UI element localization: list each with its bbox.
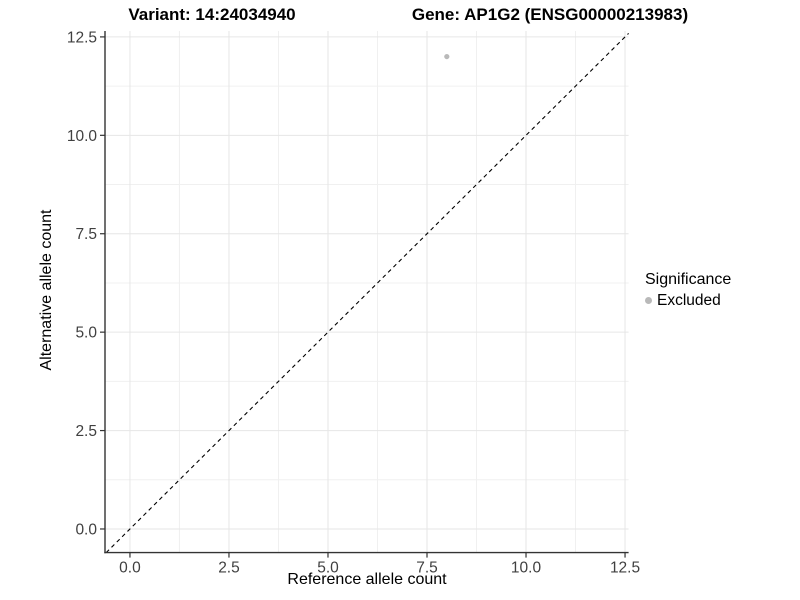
- y-axis-title: Alternative allele count: [38, 209, 55, 371]
- x-tick-label: 0.0: [119, 560, 141, 577]
- legend-item-label: Excluded: [657, 292, 721, 309]
- legend-item-excluded: Excluded: [645, 291, 731, 310]
- x-tick-label: 10.0: [511, 560, 542, 577]
- x-tick-label: 12.5: [610, 560, 640, 577]
- legend-title: Significance: [645, 271, 732, 288]
- y-tick-label: 5.0: [75, 325, 97, 342]
- y-tick-label: 0.0: [75, 521, 97, 538]
- identity-reference-line: [105, 32, 629, 553]
- data-point: [444, 53, 450, 60]
- legend: Significance Excluded: [645, 270, 731, 310]
- plot-title-variant: Variant: 14:24034940: [128, 5, 296, 24]
- x-axis-title: Reference allele count: [287, 571, 447, 588]
- legend-point-icon: [645, 297, 652, 304]
- y-tick-label: 10.0: [67, 128, 98, 145]
- y-tick-label: 7.5: [75, 226, 97, 243]
- y-tick-label: 12.5: [67, 29, 97, 46]
- x-tick-label: 5.0: [317, 560, 339, 577]
- plot-title-gene: Gene: AP1G2 (ENSG00000213983): [411, 5, 689, 24]
- y-tick-label: 2.5: [75, 423, 97, 440]
- x-tick-label: 2.5: [218, 560, 240, 577]
- x-tick-label: 7.5: [416, 560, 438, 577]
